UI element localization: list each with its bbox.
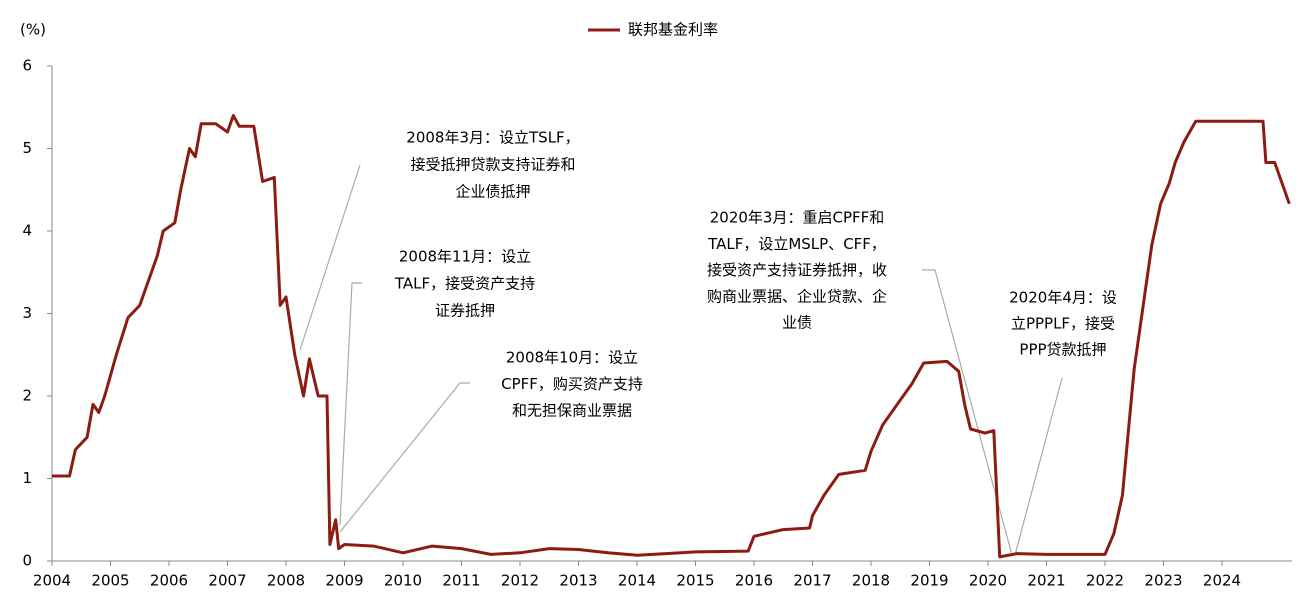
leader-line <box>922 269 1013 556</box>
annotation: 接受资产支持证券抵押，收 <box>707 261 887 279</box>
x-tick-label: 2008 <box>267 572 305 590</box>
x-tick-label: 2013 <box>559 572 597 590</box>
leader-line <box>299 164 361 351</box>
annotation: 和无担保商业票据 <box>512 402 632 420</box>
x-tick-label: 2010 <box>384 572 422 590</box>
y-tick-label: 0 <box>22 552 32 570</box>
x-tick-label: 2014 <box>618 572 656 590</box>
x-tick-label: 2006 <box>150 572 188 590</box>
annotation: TALF，设立MSLP、CFF， <box>707 235 886 253</box>
annotation: 立PPPLF，接受 <box>1011 315 1115 333</box>
x-tick-label: 2022 <box>1086 572 1124 590</box>
annotation: 证券抵押 <box>435 302 495 320</box>
y-tick-label: 1 <box>22 469 32 487</box>
y-axis-label: (%) <box>20 21 46 39</box>
y-tick-label: 2 <box>22 387 32 405</box>
leader-line <box>339 282 362 526</box>
annotation: 2020年4月：设 <box>1009 289 1117 307</box>
annotation: 2008年10月：设立 <box>506 349 638 367</box>
x-tick-label: 2015 <box>676 572 714 590</box>
x-tick-label: 2019 <box>910 572 948 590</box>
x-tick-label: 2021 <box>1027 572 1065 590</box>
leader-line <box>339 382 470 533</box>
y-tick-label: 6 <box>22 57 32 75</box>
x-tick-label: 2023 <box>1144 572 1182 590</box>
x-tick-label: 2004 <box>33 572 71 590</box>
annotation: 企业债抵押 <box>455 183 530 201</box>
x-tick-label: 2020 <box>969 572 1007 590</box>
x-tick-label: 2011 <box>442 572 480 590</box>
x-tick-label: 2005 <box>91 572 129 590</box>
annotation: 购商业票据、企业贷款、企 <box>707 287 887 305</box>
x-tick-label: 2007 <box>208 572 246 590</box>
y-tick-label: 3 <box>22 304 32 322</box>
legend-label: 联邦基金利率 <box>628 21 718 39</box>
annotation: 2008年11月：设立 <box>399 248 531 266</box>
annotation: 2008年3月：设立TSLF， <box>406 129 579 147</box>
y-tick-label: 5 <box>22 139 32 157</box>
leaders <box>299 164 1063 556</box>
annotation: PPP贷款抵押 <box>1019 341 1106 359</box>
x-tick-label: 2018 <box>852 572 890 590</box>
annotation: 业债 <box>782 314 812 332</box>
annotation: TALF，接受资产支持 <box>394 275 535 293</box>
x-tick-label: 2024 <box>1203 572 1241 590</box>
y-tick-label: 4 <box>22 222 32 240</box>
leader-line <box>1014 377 1063 556</box>
x-tick-label: 2012 <box>501 572 539 590</box>
annotation: CPFF，购买资产支持 <box>501 375 643 393</box>
annotation: 2020年3月：重启CPFF和 <box>710 209 885 227</box>
x-tick-label: 2009 <box>325 572 363 590</box>
x-tick-label: 2017 <box>793 572 831 590</box>
x-tick-label: 2016 <box>735 572 773 590</box>
series-line <box>52 114 1291 559</box>
annotation: 接受抵押贷款支持证券和 <box>410 156 575 174</box>
